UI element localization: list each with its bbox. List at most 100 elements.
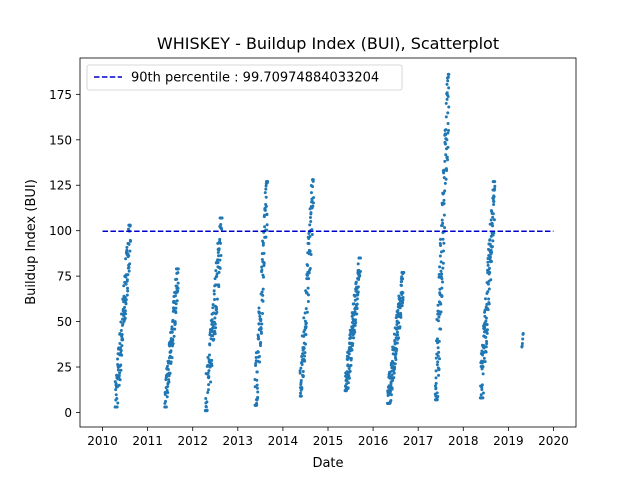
data-point	[398, 306, 402, 310]
data-point	[443, 159, 447, 163]
data-point	[487, 297, 491, 301]
data-point	[264, 187, 268, 191]
data-point	[165, 395, 169, 399]
data-point	[434, 369, 438, 373]
data-point	[349, 336, 353, 340]
data-point	[490, 259, 494, 263]
data-point	[436, 346, 440, 350]
data-point	[216, 241, 220, 245]
data-point	[209, 380, 213, 384]
data-point	[437, 373, 441, 377]
x-axis-label: Date	[312, 456, 343, 471]
data-point	[255, 378, 259, 382]
data-point	[398, 325, 402, 329]
data-point	[261, 287, 265, 291]
data-point	[118, 371, 122, 375]
data-point	[395, 323, 399, 327]
data-point	[308, 223, 312, 227]
x-tick-label: 2017	[403, 434, 434, 448]
data-point	[114, 388, 118, 392]
data-point	[260, 322, 264, 326]
data-point	[304, 333, 308, 337]
data-point	[389, 393, 393, 397]
data-point	[260, 265, 264, 269]
data-point	[446, 131, 450, 135]
data-point	[264, 204, 268, 208]
data-point	[440, 224, 444, 228]
data-point	[350, 348, 354, 352]
data-point	[257, 306, 261, 310]
data-point	[213, 332, 217, 336]
data-point	[310, 228, 314, 232]
y-tick-label: 175	[49, 88, 72, 102]
data-point	[483, 328, 487, 332]
data-point	[393, 342, 397, 346]
data-point	[218, 241, 222, 245]
data-point	[395, 347, 399, 351]
data-point	[400, 280, 404, 284]
data-point	[122, 284, 126, 288]
data-point	[441, 261, 445, 265]
data-point	[447, 86, 451, 90]
data-point	[257, 322, 261, 326]
data-point	[260, 290, 264, 294]
data-point	[167, 380, 171, 384]
data-point	[300, 354, 304, 358]
data-point	[392, 371, 396, 375]
data-point	[117, 373, 121, 377]
data-point	[440, 277, 444, 281]
data-point	[306, 286, 310, 290]
data-point	[481, 365, 485, 369]
data-point	[480, 387, 484, 391]
data-point	[261, 293, 265, 297]
data-point	[434, 356, 438, 360]
data-point	[439, 260, 443, 264]
data-point	[492, 199, 496, 203]
data-point	[123, 305, 127, 309]
data-point	[262, 213, 266, 217]
data-point	[392, 376, 396, 380]
data-point	[171, 318, 175, 322]
data-point	[393, 339, 397, 343]
data-point	[299, 378, 303, 382]
data-point	[210, 358, 214, 362]
data-point	[124, 298, 128, 302]
data-point	[176, 289, 180, 293]
data-point	[444, 153, 448, 157]
data-point	[218, 258, 222, 262]
data-point	[442, 241, 446, 245]
data-point	[210, 364, 214, 368]
data-point	[304, 307, 308, 311]
data-point	[438, 265, 442, 269]
data-point	[207, 353, 211, 357]
data-point	[211, 306, 215, 310]
data-point	[206, 388, 210, 392]
y-axis-label: Buildup Index (BUI)	[24, 179, 39, 305]
data-point	[352, 336, 356, 340]
data-point	[488, 271, 492, 275]
data-point	[215, 274, 219, 278]
data-point	[119, 320, 123, 324]
data-point	[211, 303, 215, 307]
data-point	[486, 290, 490, 294]
data-point	[480, 383, 484, 387]
data-point	[484, 319, 488, 323]
data-point	[301, 352, 305, 356]
data-point	[124, 275, 128, 279]
data-point	[447, 128, 451, 132]
data-point	[263, 191, 267, 195]
data-point	[175, 277, 179, 281]
data-point	[256, 350, 260, 354]
chart-title: WHISKEY - Buildup Index (BUI), Scatterpl…	[157, 34, 499, 53]
data-point	[126, 289, 130, 293]
data-point	[351, 342, 355, 346]
data-point	[208, 343, 212, 347]
data-point	[305, 291, 309, 295]
data-point	[436, 360, 440, 364]
data-point	[176, 271, 180, 275]
data-point	[205, 400, 209, 404]
data-point	[436, 394, 440, 398]
data-point	[489, 218, 493, 222]
data-point	[212, 289, 216, 293]
